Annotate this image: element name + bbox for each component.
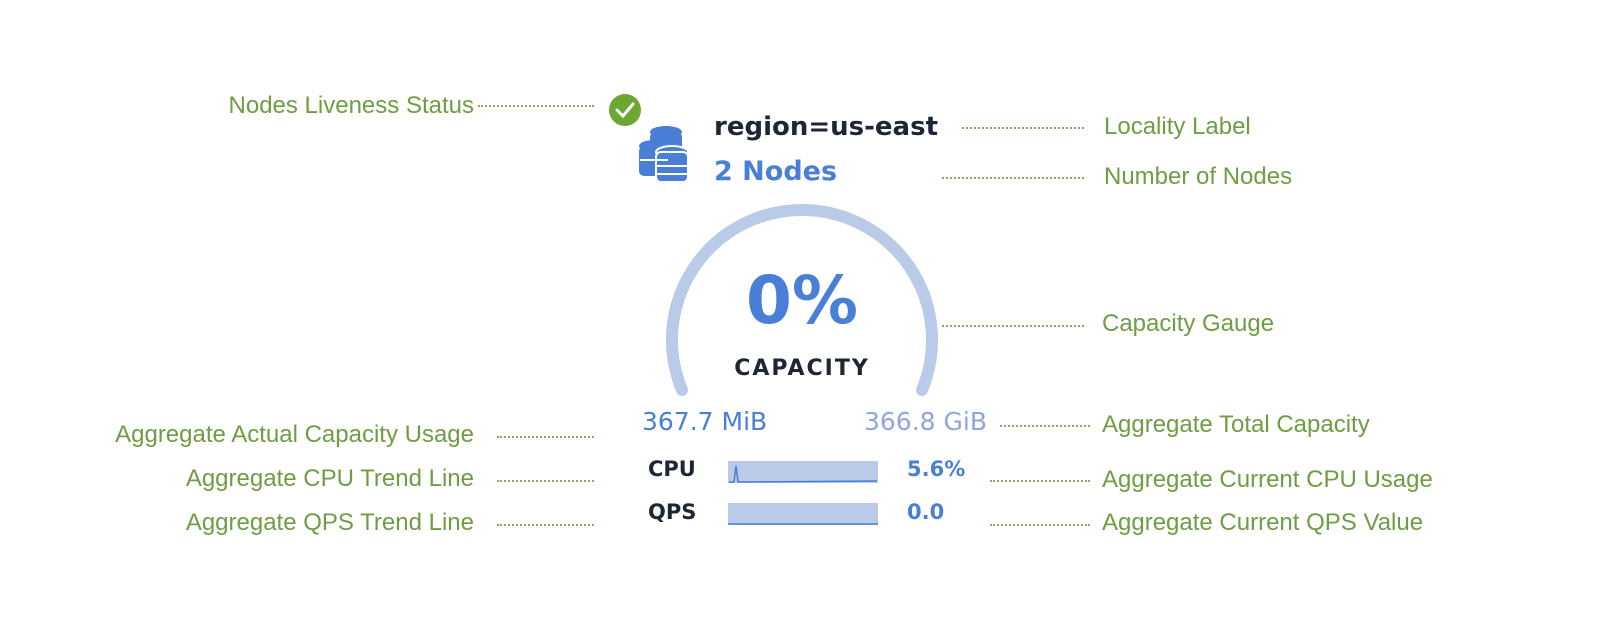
qps-value: 0.0 (907, 500, 945, 524)
used-capacity: 367.7 MiB (642, 407, 768, 436)
total-capacity: 366.8 GiB (864, 407, 987, 436)
leader-line (497, 480, 594, 482)
annotation-total-capacity: Aggregate Total Capacity (1102, 411, 1370, 438)
locality-label: region=us-east (714, 112, 938, 142)
leader-line (962, 127, 1084, 129)
annotation-gauge: Capacity Gauge (1102, 310, 1275, 337)
annotation-node-count: Number of Nodes (1104, 163, 1293, 190)
leader-line (1000, 425, 1090, 427)
capacity-percent: 0% (745, 262, 859, 339)
database-stack-icon (639, 126, 689, 183)
cpu-value: 5.6% (907, 457, 966, 481)
check-circle-icon (609, 94, 641, 126)
leader-line (497, 436, 594, 438)
capacity-gauge-arc (666, 204, 938, 396)
qps-label: QPS (648, 500, 697, 524)
annotation-cpu-current: Aggregate Current CPU Usage (1102, 466, 1433, 493)
leader-line (478, 105, 594, 107)
annotation-qps-trend: Aggregate QPS Trend Line (185, 509, 474, 536)
leader-line (942, 325, 1084, 327)
cpu-trend-line (728, 461, 878, 483)
node-count-link[interactable]: 2 Nodes (714, 156, 838, 187)
annotation-actual-usage: Aggregate Actual Capacity Usage (115, 421, 474, 448)
cpu-label: CPU (648, 457, 696, 481)
annotation-qps-current: Aggregate Current QPS Value (1102, 509, 1424, 536)
qps-trend-line (728, 503, 878, 525)
annotation-cpu-trend: Aggregate CPU Trend Line (185, 465, 474, 492)
leader-line (942, 177, 1084, 179)
leader-line (990, 524, 1090, 526)
annotation-liveness: Nodes Liveness Status (228, 92, 474, 119)
capacity-label: CAPACITY (734, 356, 870, 381)
leader-line (990, 480, 1090, 482)
leader-line (497, 524, 594, 526)
annotation-locality: Locality Label (1104, 113, 1251, 140)
